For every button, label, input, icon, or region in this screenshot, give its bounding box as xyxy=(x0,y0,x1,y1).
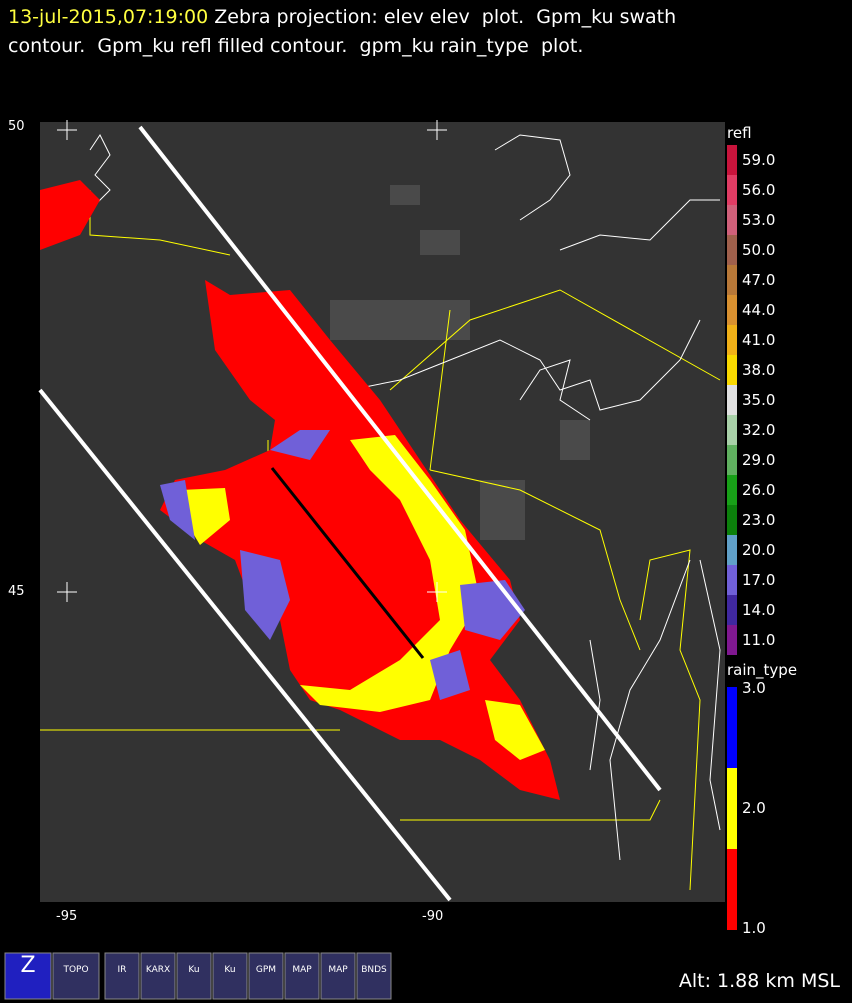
tool-icon[interactable] xyxy=(176,952,212,1000)
legend-swatch xyxy=(727,385,737,415)
tool-button[interactable]: Ku xyxy=(212,952,248,1000)
tool-button[interactable]: Z xyxy=(4,952,52,1000)
legend-label: 56.0 xyxy=(742,181,775,199)
legend-label: 38.0 xyxy=(742,361,775,379)
legend-label: 32.0 xyxy=(742,421,775,439)
legend-label: 53.0 xyxy=(742,211,775,229)
legend-label: 47.0 xyxy=(742,271,775,289)
tool-label[interactable]: Ku xyxy=(188,965,199,975)
legend-swatch xyxy=(727,355,737,385)
legend-label: 44.0 xyxy=(742,301,775,319)
lat-label: 50 xyxy=(8,119,25,134)
coastlines xyxy=(89,134,721,861)
tool-icon[interactable] xyxy=(52,952,100,1000)
legend-swatch xyxy=(727,205,737,235)
tool-button[interactable]: BNDS xyxy=(356,952,392,1000)
legend-swatch xyxy=(727,687,737,768)
legend-swatch xyxy=(727,325,737,355)
tool-icon[interactable] xyxy=(356,952,392,1000)
tool-label[interactable]: BNDS xyxy=(361,965,387,975)
tool-icon[interactable] xyxy=(140,952,176,1000)
swath xyxy=(38,125,662,902)
legend-swatch xyxy=(727,235,737,265)
legend-label: 17.0 xyxy=(742,571,775,589)
legend-swatch xyxy=(727,295,737,325)
legend-title: refl xyxy=(727,124,752,142)
tool-icon[interactable] xyxy=(212,952,248,1000)
tool-label[interactable]: Ku xyxy=(224,965,235,975)
legend-swatch xyxy=(727,445,737,475)
toolbar[interactable]: Z TOPO IR KARX Ku Ku GPM MAP MAP BNDS xyxy=(4,952,392,1000)
legends: 59.0 56.0 53.0 50.0 47.0 44.0 41.0 38.0 35.0 32.0… xyxy=(727,145,775,937)
tool-label[interactable]: Z xyxy=(20,953,35,978)
legend-swatch xyxy=(727,175,737,205)
altitude: Alt: 1.88 km MSL xyxy=(678,970,840,992)
legend-label: 14.0 xyxy=(742,601,775,619)
tool-label[interactable]: MAP xyxy=(328,965,348,975)
legend-label: 1.0 xyxy=(742,919,766,937)
lat-label: 45 xyxy=(8,584,25,599)
legend-label: 23.0 xyxy=(742,511,775,529)
tool-button[interactable]: TOPO xyxy=(52,952,100,1000)
title: 13-jul-2015,07:19:00 Zebra projection: e… xyxy=(8,3,676,61)
tool-icon[interactable] xyxy=(284,952,320,1000)
tool-label[interactable]: KARX xyxy=(146,965,170,975)
legend-swatch xyxy=(727,625,737,655)
legend-label: 29.0 xyxy=(742,451,775,469)
title-line1: Zebra projection: elev elev plot. Gpm_ku… xyxy=(208,6,677,28)
legend-swatch xyxy=(727,595,737,625)
legend-label: 41.0 xyxy=(742,331,775,349)
legend-label: 59.0 xyxy=(742,151,775,169)
legend-swatch xyxy=(727,849,737,930)
legend-label: 3.0 xyxy=(742,679,766,697)
legend-label: 26.0 xyxy=(742,481,775,499)
lon-label: -90 xyxy=(422,909,443,924)
tool-button[interactable]: IR xyxy=(104,952,140,1000)
legend-title: rain_type xyxy=(727,661,797,680)
title-line2: contour. Gpm_ku refl filled contour. gpm… xyxy=(8,35,584,57)
legend-swatch xyxy=(727,768,737,849)
legend-swatch xyxy=(727,535,737,565)
legend-swatch xyxy=(727,505,737,535)
legend-swatch xyxy=(727,265,737,295)
tool-button[interactable]: MAP xyxy=(284,952,320,1000)
legend-swatch xyxy=(727,475,737,505)
tool-button[interactable]: GPM xyxy=(248,952,284,1000)
legend-label: 50.0 xyxy=(742,241,775,259)
tool-button[interactable]: KARX xyxy=(140,952,176,1000)
legend-label: 11.0 xyxy=(742,631,775,649)
tool-label[interactable]: IR xyxy=(118,965,127,975)
tool-label[interactable]: MAP xyxy=(292,965,312,975)
state-lines xyxy=(40,190,721,891)
legend-swatch xyxy=(727,565,737,595)
legend-label: 20.0 xyxy=(742,541,775,559)
legend-label: 2.0 xyxy=(742,799,766,817)
cross-section-line xyxy=(270,467,425,659)
lon-label: -95 xyxy=(56,909,77,924)
tool-icon[interactable] xyxy=(4,952,52,1000)
tool-button[interactable]: MAP xyxy=(320,952,356,1000)
tool-icon[interactable] xyxy=(248,952,284,1000)
legend-swatch xyxy=(727,145,737,175)
tool-icon[interactable] xyxy=(320,952,356,1000)
legend-label: 35.0 xyxy=(742,391,775,409)
timestamp: 13-jul-2015,07:19:00 xyxy=(8,6,209,28)
legend-swatch xyxy=(727,415,737,445)
tool-icon[interactable] xyxy=(104,952,140,1000)
tool-button[interactable]: Ku xyxy=(176,952,212,1000)
grid-crosses xyxy=(57,120,447,602)
tool-label[interactable]: GPM xyxy=(256,965,276,975)
tool-label[interactable]: TOPO xyxy=(62,965,88,975)
